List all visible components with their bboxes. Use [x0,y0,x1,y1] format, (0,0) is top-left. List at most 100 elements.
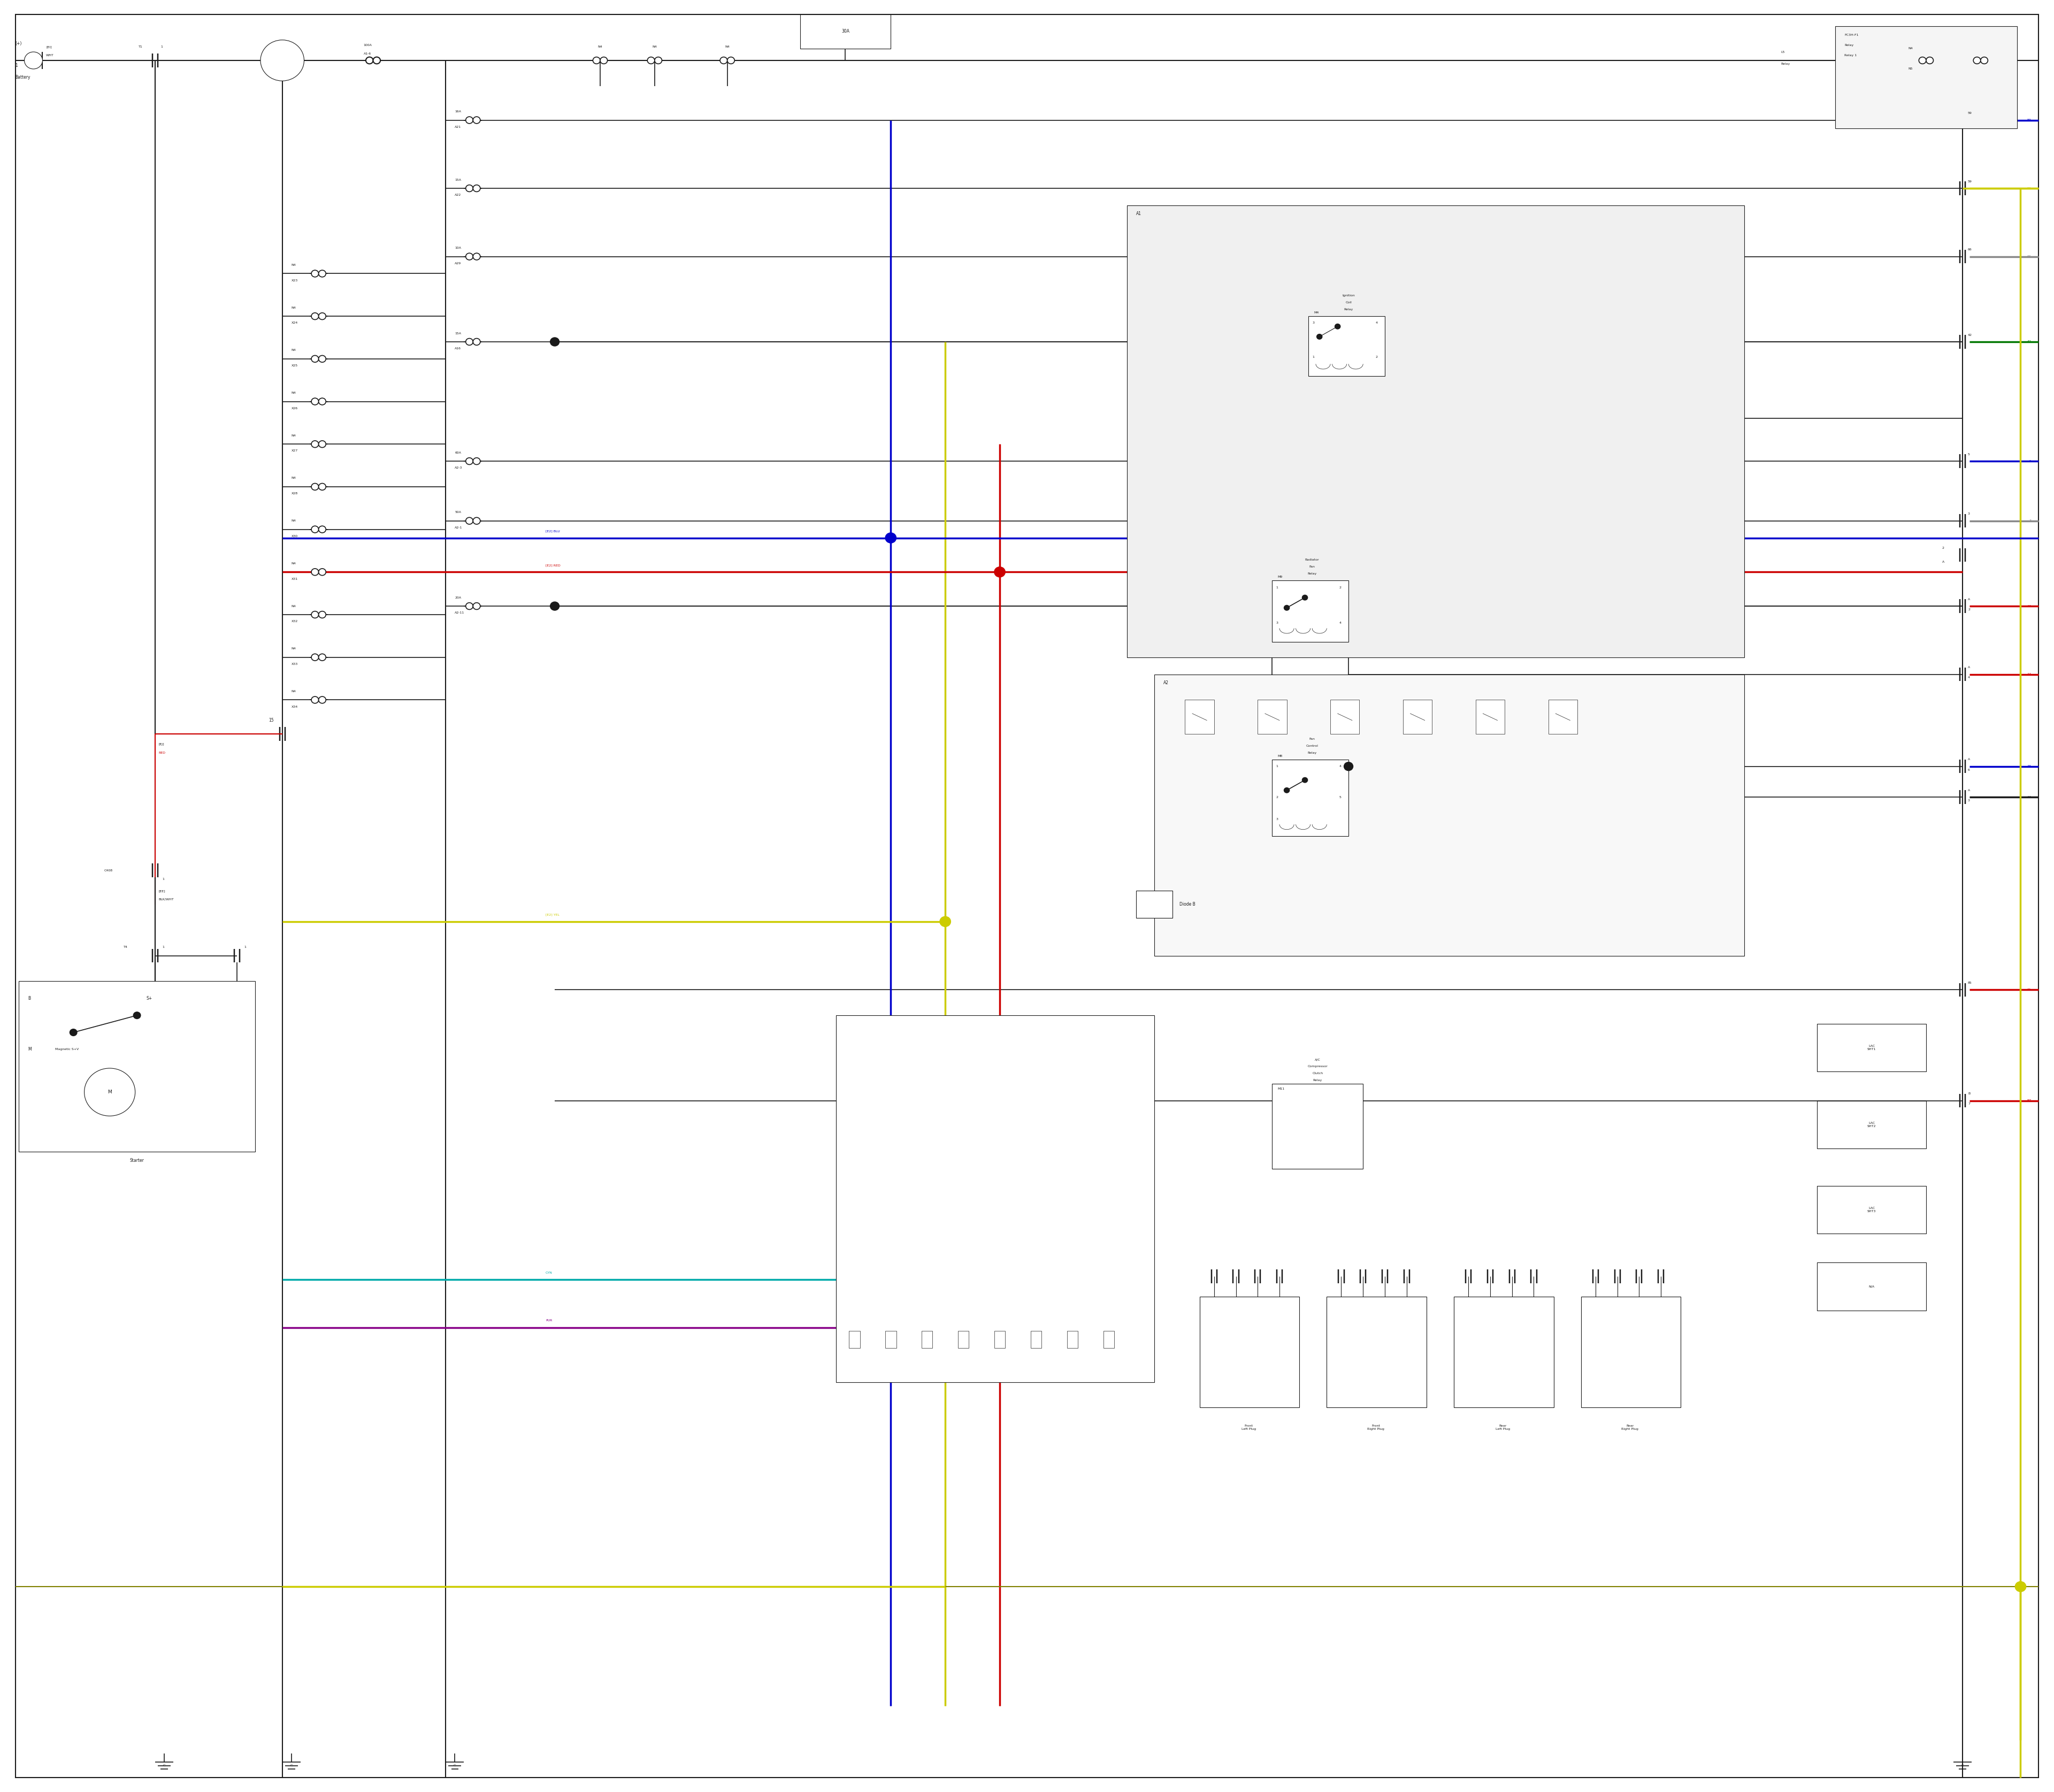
Text: M4: M4 [1315,312,1319,314]
Text: (+): (+) [14,41,23,47]
Text: 59: 59 [1968,181,1972,183]
Text: N4: N4 [292,647,296,650]
Text: 1: 1 [244,946,246,948]
Circle shape [1302,778,1308,783]
Text: 85: 85 [2027,989,2031,991]
Text: 1: 1 [160,45,162,48]
Text: 5: 5 [1968,453,1970,455]
Text: X30: X30 [292,534,298,538]
Bar [848,1331,861,1348]
Bar [1185,701,1214,735]
Text: M9: M9 [1278,575,1282,579]
Text: 30A: 30A [842,29,850,34]
Circle shape [1918,57,1927,65]
Text: N4: N4 [653,45,657,48]
Text: 4: 4 [1339,765,1341,767]
Text: M11: M11 [1278,1088,1284,1090]
Text: N4: N4 [292,263,296,267]
Text: 2: 2 [1339,586,1341,590]
Text: Relay: Relay [1308,572,1317,575]
Text: 4: 4 [1339,622,1341,624]
Bar [1103,1331,1113,1348]
Bar [1128,206,1744,658]
Text: Ignition: Ignition [1341,294,1356,297]
Text: N4: N4 [1908,47,1912,50]
Circle shape [318,697,327,702]
Text: G: G [1962,1765,1964,1767]
Circle shape [312,611,318,618]
Text: A6: A6 [2027,765,2031,767]
Circle shape [312,398,318,405]
Text: A29: A29 [454,262,462,265]
Bar [1818,1263,1927,1310]
Text: N4: N4 [292,349,296,351]
Text: A/C: A/C [1315,1059,1321,1061]
Text: Compressor: Compressor [1308,1064,1327,1068]
Text: Coil: Coil [1345,301,1352,305]
Text: 42: 42 [1968,333,1972,337]
Bar [957,1331,969,1348]
Text: 2: 2 [1968,607,1970,611]
Text: Relay: Relay [1844,43,1853,47]
Text: 3: 3 [1968,513,1970,516]
Text: A3: A3 [2027,796,2031,799]
Bar [922,1331,933,1348]
Circle shape [466,253,472,260]
Circle shape [312,484,318,491]
Circle shape [84,1068,136,1116]
Text: N/A: N/A [1869,1285,1875,1288]
Circle shape [312,654,318,661]
Circle shape [550,337,559,346]
Text: [EE]: [EE] [158,889,166,892]
Bar [1818,1023,1927,1072]
Text: Relay: Relay [1308,751,1317,754]
Text: 6: 6 [1968,769,1970,771]
Text: A1: A1 [1136,211,1142,217]
Text: A2-1: A2-1 [454,527,462,529]
Text: N4: N4 [292,563,296,564]
Bar [885,1331,896,1348]
Bar [1475,701,1506,735]
Text: Front
Right Plug: Front Right Plug [1368,1425,1384,1430]
Bar [994,1331,1004,1348]
Bar [1271,760,1349,837]
Text: Control: Control [1306,745,1319,747]
Text: 7: 7 [1968,1102,1970,1106]
Circle shape [312,314,318,319]
Circle shape [647,57,655,65]
Circle shape [941,916,951,926]
Text: X28: X28 [292,493,298,495]
Bar [1549,701,1577,735]
Text: N4: N4 [292,690,296,694]
Circle shape [466,457,472,464]
Text: G: G [454,1765,456,1767]
Text: 3: 3 [2029,520,2031,521]
Circle shape [472,253,481,260]
Text: 59: 59 [1968,111,1972,115]
Text: A: A [1968,758,1970,762]
Text: L5: L5 [1781,50,1785,54]
Circle shape [594,57,600,65]
Text: M: M [29,1047,31,1052]
Text: 2: 2 [1276,796,1278,799]
Circle shape [70,1029,78,1036]
Text: S+: S+ [146,996,152,1000]
Circle shape [1284,788,1290,792]
Text: Relay: Relay [1343,308,1354,310]
Text: 1: 1 [162,946,164,948]
Text: N5: N5 [1908,68,1912,70]
Text: A: A [1968,599,1970,600]
Bar [18,982,255,1152]
Text: 85: 85 [1968,982,1972,984]
Circle shape [366,57,374,65]
Bar [1257,701,1286,735]
Text: 10A: 10A [454,247,462,249]
Circle shape [312,697,318,702]
Circle shape [885,532,896,543]
Text: G: G [162,1765,166,1767]
Circle shape [466,339,472,346]
Circle shape [472,457,481,464]
Text: A: A [1968,788,1970,792]
Text: N4: N4 [292,306,296,308]
Circle shape [134,1012,140,1020]
